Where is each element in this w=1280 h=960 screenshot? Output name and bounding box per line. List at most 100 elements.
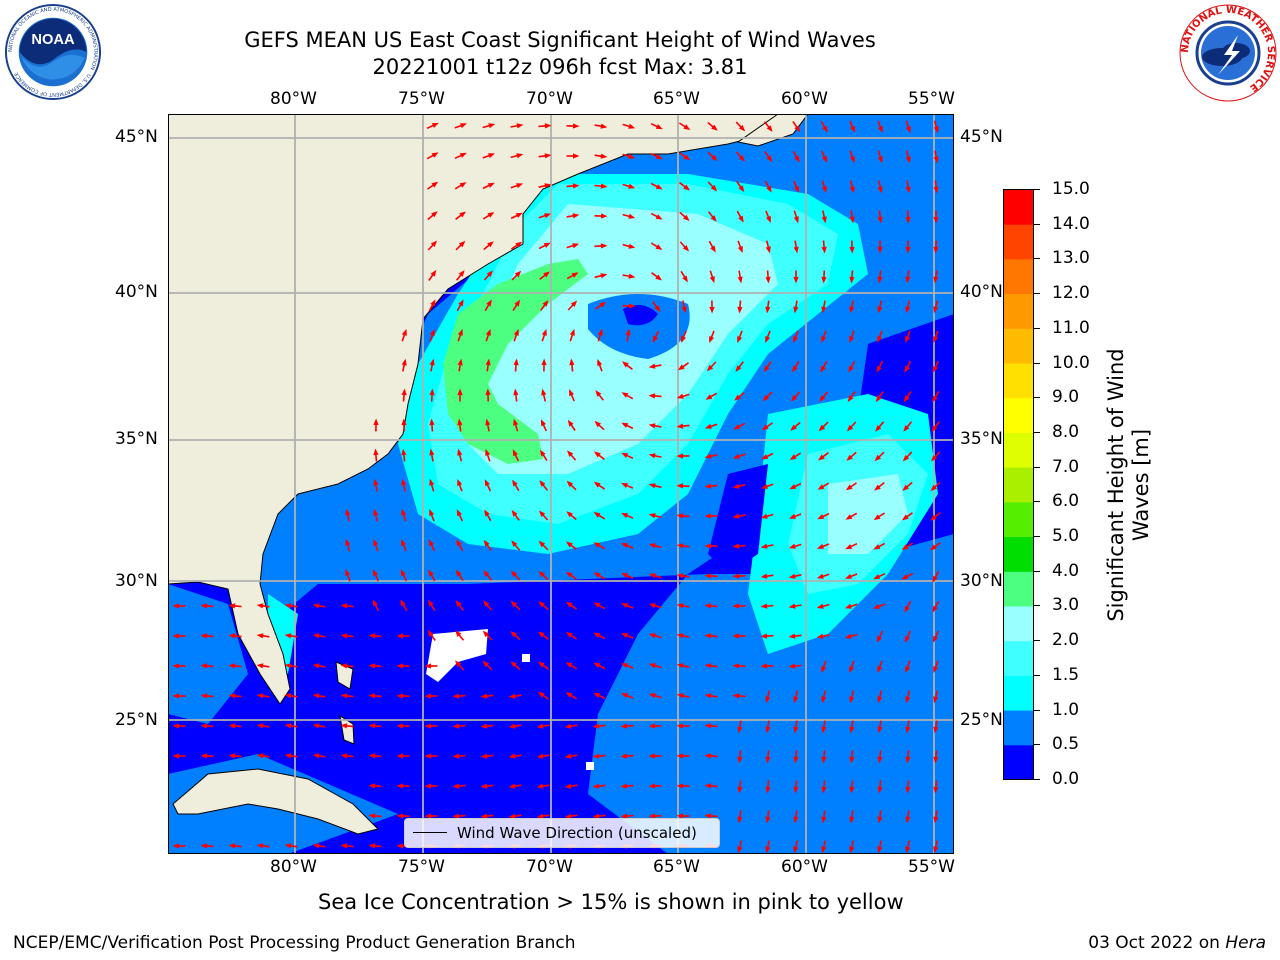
colorbar-segment (1003, 467, 1034, 503)
wind-arrow-head (172, 633, 180, 639)
lat-label-left: 35°N (115, 429, 158, 449)
wind-arrow-head (676, 423, 684, 429)
colorbar-segment (1003, 536, 1034, 572)
wind-arrow-head (711, 124, 718, 131)
wind-arrow-head (600, 183, 608, 189)
colorbar-tick-label: 5.0 (1052, 526, 1080, 547)
wind-arrow-head (312, 693, 320, 699)
wind-arrow-head (761, 483, 768, 489)
wind-arrow-head (400, 569, 406, 577)
wind-arrow-head (284, 603, 292, 609)
wind-arrow-head (396, 753, 404, 759)
wind-arrow-head (849, 816, 855, 824)
wind-arrow-head (760, 633, 768, 639)
wind-arrow-head (877, 276, 883, 284)
wind-arrow-head (933, 846, 939, 854)
wind-arrow-head (793, 216, 799, 224)
wind-arrow-head (709, 336, 714, 343)
colorbar-tick-label: 13.0 (1052, 248, 1090, 269)
wind-arrow-head (873, 544, 881, 550)
wind-arrow-head (621, 392, 629, 398)
wind-arrow-head (569, 389, 574, 397)
wind-arrow-head (456, 539, 462, 547)
wind-arrow-head (873, 604, 880, 609)
colorbar-tick-mark (1034, 570, 1040, 572)
colorbar-tick-label: 10.0 (1052, 352, 1090, 373)
wind-arrow-head (905, 846, 911, 854)
wind-arrow-head (488, 123, 496, 129)
wind-arrow-head (429, 328, 435, 336)
wind-arrow-head (565, 571, 573, 578)
wind-arrow-head (514, 299, 521, 307)
lat-label-left: 25°N (115, 710, 158, 730)
wind-arrow-head (430, 269, 437, 277)
wind-arrow-head (760, 603, 768, 609)
wind-arrow-head (628, 213, 636, 219)
wind-arrow-head (789, 454, 797, 460)
wind-arrow-head (648, 603, 656, 609)
wind-arrow-head (821, 216, 827, 224)
wind-arrow-head (340, 663, 348, 669)
wind-arrow-head (874, 484, 881, 491)
wind-arrow-head (816, 573, 824, 579)
wind-arrow-head (821, 756, 827, 764)
wind-arrow-head (172, 723, 180, 729)
colorbar-segment (1003, 744, 1034, 780)
wind-arrow-head (847, 395, 854, 403)
wind-arrow-head (629, 303, 636, 309)
wind-arrow-head (566, 541, 573, 548)
wind-arrow-head (933, 666, 939, 674)
wind-arrow-head (848, 365, 854, 373)
wind-arrow-head (676, 513, 684, 519)
colorbar-tick-label: 1.5 (1052, 664, 1080, 685)
colorbar-segment (1003, 189, 1034, 225)
wind-arrow-head (429, 388, 435, 396)
wind-arrow-head (482, 630, 490, 638)
wind-arrow-head (676, 723, 684, 729)
wind-arrow-head (200, 663, 208, 669)
wind-arrow-head (312, 753, 320, 759)
wind-arrow-head (704, 453, 712, 459)
wind-arrow-head (340, 633, 348, 639)
wind-arrow-head (733, 424, 741, 430)
wind-arrow-head (904, 605, 910, 613)
wind-arrow-head (875, 425, 882, 432)
wind-arrow-head (340, 603, 348, 609)
wind-arrow-head (515, 241, 523, 248)
wind-arrow-head (932, 395, 938, 403)
wind-arrow-head (457, 328, 463, 336)
wind-arrow-head (536, 813, 544, 819)
wind-arrow-head (844, 603, 852, 609)
colorbar-tick-label: 15.0 (1052, 179, 1090, 199)
wind-arrow-head (516, 183, 524, 189)
wind-arrow-head (228, 603, 236, 609)
wind-arrow-head (508, 723, 516, 729)
wind-arrow-head (600, 123, 608, 129)
wind-arrow-head (844, 633, 852, 639)
wind-arrow-head (172, 753, 180, 759)
wind-arrow-head (766, 155, 773, 163)
wind-arrow-head (849, 786, 855, 794)
wind-arrow-head (256, 663, 264, 669)
wind-arrow-head (905, 306, 911, 314)
wind-arrow-head (763, 365, 770, 373)
wind-arrow-head (621, 633, 628, 638)
wind-arrow-head (593, 542, 601, 548)
wind-arrow-head (428, 569, 434, 577)
wind-arrow-head (933, 306, 939, 314)
wind-arrow-head (676, 693, 684, 699)
wind-arrow-head (849, 726, 855, 734)
colorbar-segment (1003, 293, 1034, 329)
wind-arrow-head (648, 423, 656, 429)
wind-arrow-head (373, 508, 379, 516)
wind-arrow-head (704, 603, 712, 609)
wind-arrow-head (593, 662, 601, 668)
wind-arrow-head (789, 513, 796, 519)
wind-arrow-head (483, 539, 490, 547)
colorbar-tick-mark (1034, 501, 1040, 503)
wind-arrow-head (538, 601, 545, 608)
wind-arrow-head (510, 600, 518, 608)
wind-arrow-head (228, 723, 236, 729)
wind-arrow-head (905, 186, 911, 194)
wind-arrow-head (368, 813, 376, 819)
